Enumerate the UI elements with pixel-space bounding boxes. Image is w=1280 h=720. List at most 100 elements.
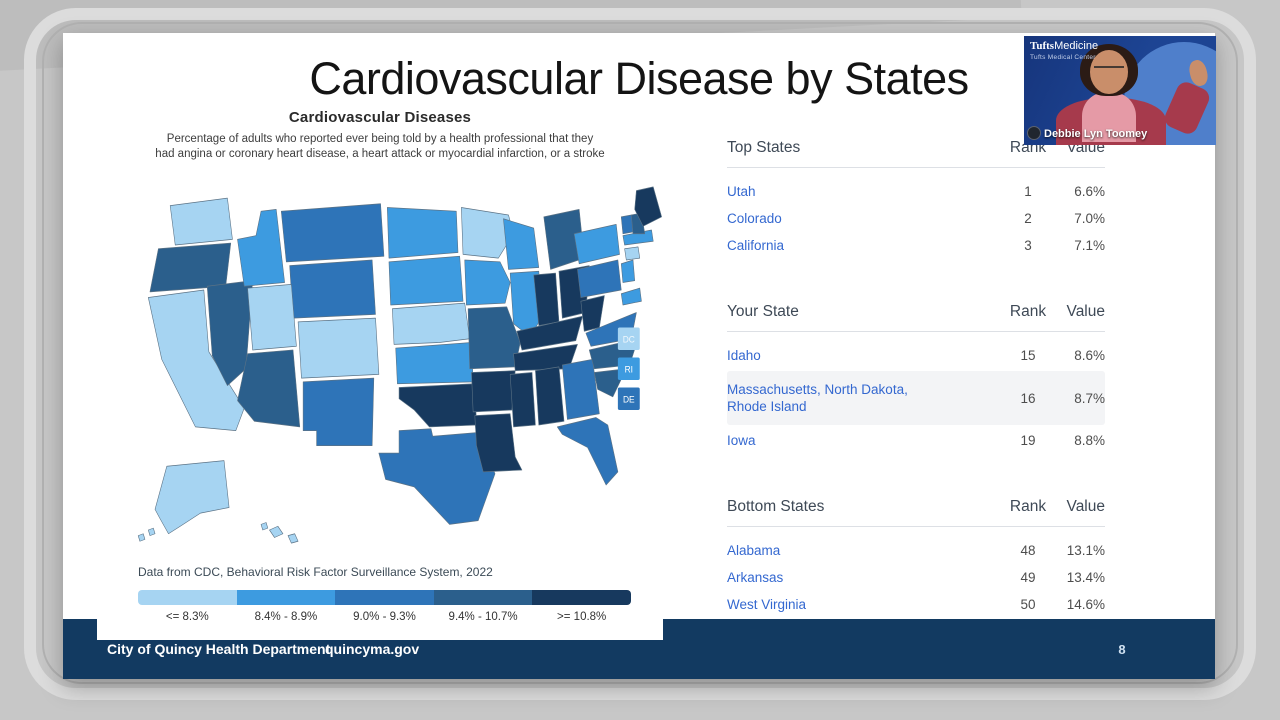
table-row: Alabama 48 13.1% — [727, 537, 1105, 564]
top-states-section: Top States Rank Value Utah 1 6.6% Colora… — [727, 139, 1105, 259]
webcam-video-tile[interactable]: TuftsMedicine Tufts Medical Center Debbi… — [1024, 36, 1216, 145]
state-MD — [620, 287, 642, 306]
callout-DC — [617, 327, 640, 350]
rank-cell: 1 — [1024, 184, 1032, 199]
state-link[interactable]: Iowa — [727, 433, 756, 448]
bottom-states-section: Bottom States Rank Value Alabama 48 13.1… — [727, 498, 1105, 618]
map-legend-labels: <= 8.3% 8.4% - 8.9% 9.0% - 9.3% 9.4% - 1… — [138, 611, 631, 623]
callout-RI — [617, 357, 640, 380]
state-WV — [580, 295, 605, 332]
slide-page-number: 8 — [1118, 642, 1126, 657]
state-AK-aleutian — [148, 527, 156, 536]
state-CT — [624, 246, 641, 261]
state-ND — [386, 207, 459, 259]
state-NY — [573, 224, 620, 265]
state-GA — [562, 359, 600, 420]
rank-cell: 2 — [1024, 211, 1032, 226]
state-WY — [289, 259, 376, 319]
rank-cell: 50 — [1020, 597, 1036, 612]
state-FL — [556, 417, 619, 486]
map-subtitle: Percentage of adults who reported ever b… — [97, 132, 663, 162]
map-panel: Cardiovascular Diseases Percentage of ad… — [97, 37, 663, 640]
callout-DE — [617, 387, 640, 410]
rank-cell: 19 — [1020, 433, 1036, 448]
state-VT — [620, 214, 634, 235]
state-link[interactable]: Utah — [727, 184, 756, 199]
value-cell: 14.6% — [1066, 597, 1105, 612]
legend-label-1: <= 8.3% — [165, 611, 209, 623]
state-HI — [269, 525, 284, 538]
presenter-face — [1090, 50, 1128, 94]
state-AL — [535, 366, 565, 426]
state-MT — [280, 203, 385, 263]
table-row: West Virginia 50 14.6% — [727, 591, 1105, 618]
logo-subtext: Tufts Medical Center — [1030, 54, 1096, 61]
presenter-glasses — [1094, 66, 1124, 73]
section-divider — [727, 526, 1105, 527]
state-link[interactable]: West Virginia — [727, 597, 807, 612]
state-link[interactable]: Idaho — [727, 348, 761, 363]
slide-title: Cardiovascular Disease by States — [309, 53, 969, 104]
rank-cell: 49 — [1020, 570, 1036, 585]
state-KS — [395, 342, 474, 385]
state-link[interactable]: Colorado — [727, 211, 782, 226]
map-source-note: Data from CDC, Behavioral Risk Factor Su… — [138, 565, 493, 579]
value-cell: 8.7% — [1074, 390, 1105, 406]
presentation-slide: Cardiovascular Disease by States City of… — [63, 33, 1215, 679]
state-KY — [516, 315, 583, 351]
state-HI — [260, 522, 269, 531]
rank-cell: 48 — [1020, 543, 1036, 558]
table-row: Arkansas 49 13.4% — [727, 564, 1105, 591]
state-UT — [247, 284, 297, 351]
value-cell: 6.6% — [1074, 184, 1105, 199]
state-link[interactable]: Massachusetts, North Dakota, Rhode Islan… — [727, 382, 908, 414]
state-link[interactable]: California — [727, 238, 785, 253]
background-frame-outer — [24, 8, 1256, 700]
state-link[interactable]: Alabama — [727, 543, 781, 558]
callout-boxes: DC RI DE — [617, 327, 640, 410]
section-divider — [727, 331, 1105, 332]
state-LA — [474, 413, 523, 473]
tufts-medicine-logo: TuftsMedicine Tufts Medical Center — [1030, 40, 1098, 64]
value-cell: 8.6% — [1074, 348, 1105, 363]
state-WA — [169, 197, 233, 246]
state-CA — [148, 289, 245, 431]
legend-label-5: >= 10.8% — [557, 611, 607, 623]
participant-badge-icon — [1027, 126, 1041, 140]
legend-swatch-1 — [138, 590, 237, 605]
table-row: California 3 7.1% — [727, 232, 1105, 259]
callout-DC-label: DC — [623, 334, 636, 345]
state-HI — [287, 533, 299, 544]
state-ME — [634, 186, 662, 227]
callout-RI-label: RI — [625, 364, 633, 375]
state-AR — [471, 370, 516, 413]
state-IA — [464, 259, 511, 306]
map-title: Cardiovascular Diseases — [288, 109, 472, 126]
value-cell: 8.8% — [1074, 433, 1105, 448]
table-row: Colorado 2 7.0% — [727, 205, 1105, 232]
participant-name-label: Debbie Lyn Toomey — [1044, 128, 1148, 140]
rank-tables: Top States Rank Value Utah 1 6.6% Colora… — [727, 139, 1105, 662]
table-row: Iowa 19 8.8% — [727, 427, 1105, 454]
map-subtitle-line2: had angina or coronary heart disease, a … — [155, 148, 605, 160]
background-frame-inner — [42, 22, 1238, 684]
value-cell: 13.4% — [1066, 570, 1105, 585]
footer-org-label: City of Quincy Health Department — [107, 641, 331, 657]
legend-swatch-2 — [236, 590, 336, 605]
state-AK — [154, 460, 230, 535]
state-AZ — [237, 349, 301, 428]
value-cell: 7.1% — [1074, 238, 1105, 253]
logo-text-rest: Medicine — [1054, 40, 1099, 52]
state-link[interactable]: Arkansas — [727, 570, 784, 585]
section-divider — [727, 167, 1105, 168]
logo-text-bold: Tufts — [1030, 40, 1055, 52]
section-heading-top-states: Top States — [727, 139, 801, 156]
rank-column-header: Rank — [1009, 303, 1047, 320]
state-SD — [388, 255, 464, 306]
value-cell: 13.1% — [1066, 543, 1105, 558]
map-legend-bar — [138, 590, 631, 605]
rank-cell: 16 — [1020, 390, 1036, 406]
legend-swatch-5 — [532, 590, 631, 605]
state-NJ — [620, 259, 635, 283]
value-cell: 7.0% — [1074, 211, 1105, 226]
